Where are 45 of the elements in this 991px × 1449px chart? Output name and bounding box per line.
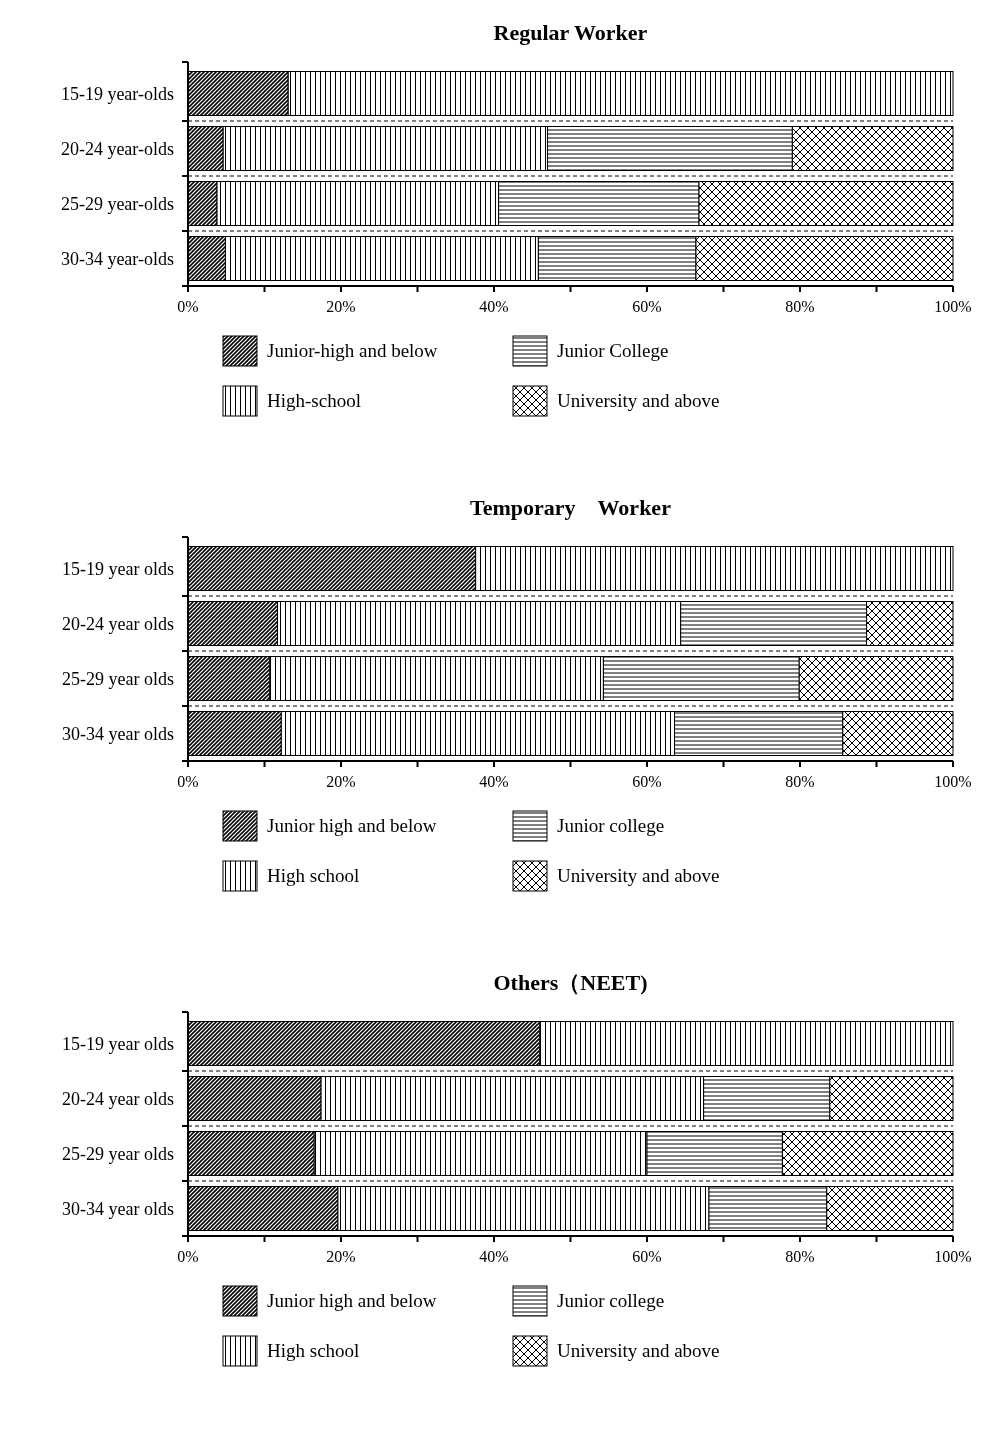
legend-label: Junior high and below [267,1290,437,1311]
legend-label: University and above [557,390,720,411]
x-tick-label: 100% [934,1248,972,1265]
y-tick-label: 25-29 year olds [62,1143,174,1164]
legend-label: Junior college [557,1290,665,1311]
x-tick-label: 20% [326,1248,356,1265]
legend-label: High-school [267,390,361,411]
y-tick-label: 15-19 year olds [62,1033,174,1054]
legend-label: Junior-high and below [267,340,438,361]
x-tick-label: 0% [177,1248,199,1265]
y-tick-label: 30-34 year olds [62,1198,174,1219]
x-tick-label: 60% [632,773,662,790]
x-tick-label: 0% [177,773,199,790]
y-tick-label: 25-29 year olds [62,668,174,689]
y-tick-label: 25-29 year-olds [60,193,174,214]
y-tick-label: 15-19 year-olds [60,83,174,104]
legend-label: University and above [557,1340,720,1361]
legend-label: University and above [557,865,720,886]
y-tick-label: 20-24 year-olds [60,138,174,159]
x-tick-label: 40% [479,1248,509,1265]
x-tick-label: 100% [934,298,972,315]
y-tick-label: 20-24 year olds [62,613,174,634]
y-tick-label: 15-19 year olds [62,558,174,579]
legend-label: Junior college [557,815,665,836]
x-tick-label: 40% [479,298,509,315]
legend-label: Junior College [557,340,669,361]
x-tick-label: 80% [785,773,815,790]
x-tick-label: 60% [632,1248,662,1265]
x-tick-label: 100% [934,773,972,790]
x-tick-label: 80% [785,298,815,315]
x-tick-label: 80% [785,1248,815,1265]
x-tick-label: 20% [326,298,356,315]
x-tick-label: 20% [326,773,356,790]
legend-label: High school [267,865,360,886]
legend-label: High school [267,1340,360,1361]
y-tick-label: 30-34 year olds [62,723,174,744]
chart-title: Others（NEET) [493,970,648,995]
x-tick-label: 40% [479,773,509,790]
x-tick-label: 0% [177,298,199,315]
chart-title: Temporary Worker [470,495,672,520]
chart-title: Regular Worker [493,20,648,45]
x-tick-label: 60% [632,298,662,315]
y-tick-label: 30-34 year-olds [60,248,174,269]
y-tick-label: 20-24 year olds [62,1088,174,1109]
legend-label: Junior high and below [267,815,437,836]
